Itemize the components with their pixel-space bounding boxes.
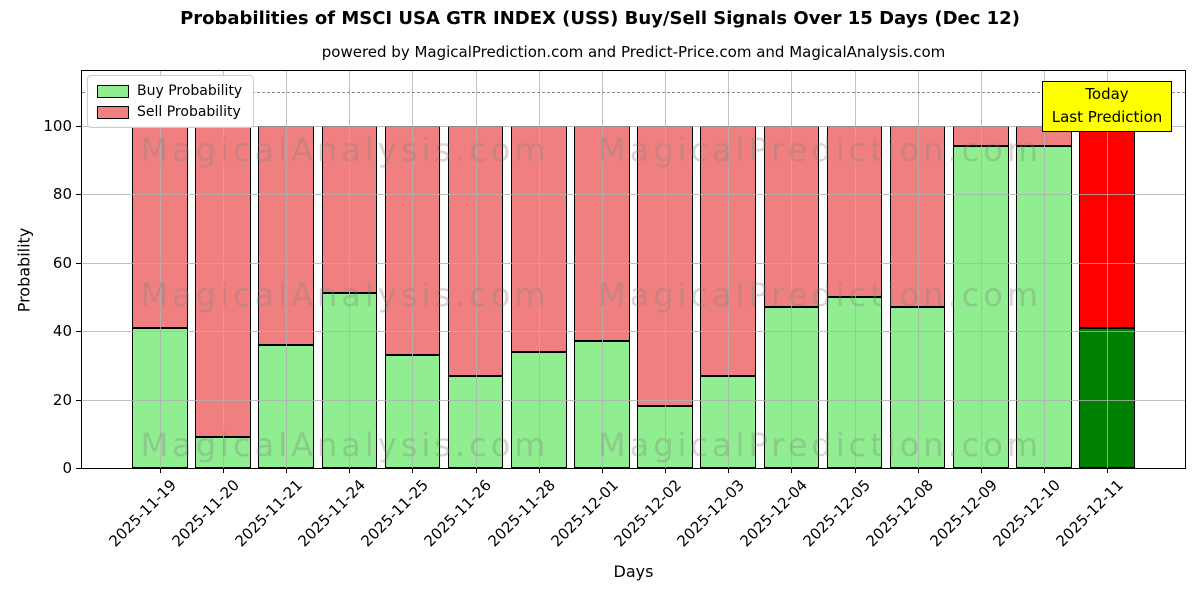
x-tick-label: 2025-12-04 — [736, 476, 812, 551]
y-tick-label: 100 — [43, 116, 72, 135]
x-tick — [159, 468, 161, 473]
legend-label-buy: Buy Probability — [137, 83, 243, 99]
x-tick — [412, 468, 414, 473]
x-tick-label: 2025-12-03 — [673, 476, 748, 551]
x-tick — [1043, 468, 1045, 473]
x-tick — [665, 468, 667, 473]
x-tick — [601, 468, 603, 473]
v-gridline — [159, 71, 161, 468]
y-tick — [76, 125, 81, 127]
y-tick — [76, 399, 81, 401]
x-tick-label: 2025-11-26 — [420, 476, 496, 551]
v-gridline — [538, 71, 540, 468]
bar-sell-segment — [763, 125, 820, 308]
buy-swatch-icon — [97, 84, 129, 98]
v-gridline — [412, 71, 414, 468]
x-tick-label: 2025-11-21 — [231, 476, 306, 551]
watermark-text: MagicalPrediction.com — [598, 131, 1042, 169]
legend-item-buy: Buy Probability — [97, 83, 242, 99]
legend-item-sell: Sell Probability — [97, 104, 242, 120]
plot-area — [81, 70, 1186, 469]
v-gridline — [980, 71, 982, 468]
h-gridline — [82, 125, 1185, 127]
v-gridline — [349, 71, 351, 468]
today-annotation-line1: Today — [1085, 85, 1129, 103]
y-tick-label: 20 — [52, 390, 72, 409]
bar-buy-segment — [195, 437, 251, 468]
x-tick-label: 2025-11-28 — [484, 476, 559, 551]
h-gridline — [82, 262, 1185, 264]
x-tick — [728, 468, 730, 473]
v-gridline — [791, 71, 793, 468]
watermark-text: MagicalAnalysis.com — [140, 426, 550, 464]
chart-title: Probabilities of MSCI USA GTR INDEX (USS… — [180, 8, 1020, 29]
h-gridline — [82, 194, 1185, 196]
x-tick — [475, 468, 477, 473]
x-tick-label: 2025-11-25 — [357, 476, 433, 551]
x-tick-label: 2025-12-10 — [989, 476, 1064, 551]
x-tick-label: 2025-12-05 — [799, 476, 875, 551]
h-gridline — [82, 399, 1185, 401]
x-tick-label: 2025-12-09 — [926, 476, 1001, 551]
legend-label-sell: Sell Probability — [137, 104, 241, 120]
dashed-threshold-line — [82, 91, 1185, 93]
v-gridline — [286, 71, 288, 468]
h-gridline — [82, 331, 1185, 333]
x-tick-label: 2025-12-08 — [863, 476, 938, 551]
v-gridline — [1043, 71, 1045, 468]
x-axis-label: Days — [613, 562, 654, 581]
y-tick — [76, 194, 81, 196]
v-gridline — [665, 71, 667, 468]
bar-sell-segment — [195, 125, 251, 438]
y-tick-label: 0 — [62, 459, 72, 477]
y-tick-label: 60 — [52, 253, 72, 272]
x-tick — [854, 468, 856, 473]
x-tick — [980, 468, 982, 473]
y-tick-label: 40 — [52, 322, 72, 341]
x-tick-label: 2025-11-19 — [105, 476, 180, 551]
v-gridline — [1107, 71, 1109, 468]
y-tick — [76, 468, 81, 469]
x-tick — [791, 468, 793, 473]
v-gridline — [917, 71, 919, 468]
v-gridline — [223, 71, 225, 468]
watermark-text: MagicalPrediction.com — [598, 276, 1042, 314]
watermark-text: MagicalAnalysis.com — [140, 276, 550, 314]
v-gridline — [854, 71, 856, 468]
bar-buy-segment — [763, 307, 820, 468]
x-tick — [538, 468, 540, 473]
v-gridline — [728, 71, 730, 468]
x-tick — [917, 468, 919, 473]
x-tick-label: 2025-12-11 — [1052, 476, 1127, 551]
v-gridline — [601, 71, 603, 468]
x-tick — [349, 468, 351, 473]
y-tick-label: 80 — [52, 185, 72, 204]
x-tick-label: 2025-12-01 — [547, 476, 622, 551]
sell-swatch-icon — [97, 105, 129, 119]
today-annotation-line2: Last Prediction — [1051, 108, 1163, 127]
x-tick-label: 2025-12-02 — [610, 476, 685, 551]
x-tick-label: 2025-11-20 — [168, 476, 243, 551]
x-tick — [223, 468, 225, 473]
x-tick — [1107, 468, 1109, 473]
y-tick — [76, 262, 81, 264]
y-tick — [76, 331, 81, 333]
watermark-text: MagicalAnalysis.com — [140, 131, 550, 169]
today-annotation: Today Last Prediction — [1042, 81, 1172, 132]
chart-subtitle: powered by MagicalPrediction.com and Pre… — [321, 43, 946, 61]
x-tick — [286, 468, 288, 473]
watermark-text: MagicalPrediction.com — [598, 426, 1042, 464]
x-tick-label: 2025-11-24 — [294, 476, 370, 551]
v-gridline — [475, 71, 477, 468]
legend: Buy Probability Sell Probability — [87, 75, 255, 128]
